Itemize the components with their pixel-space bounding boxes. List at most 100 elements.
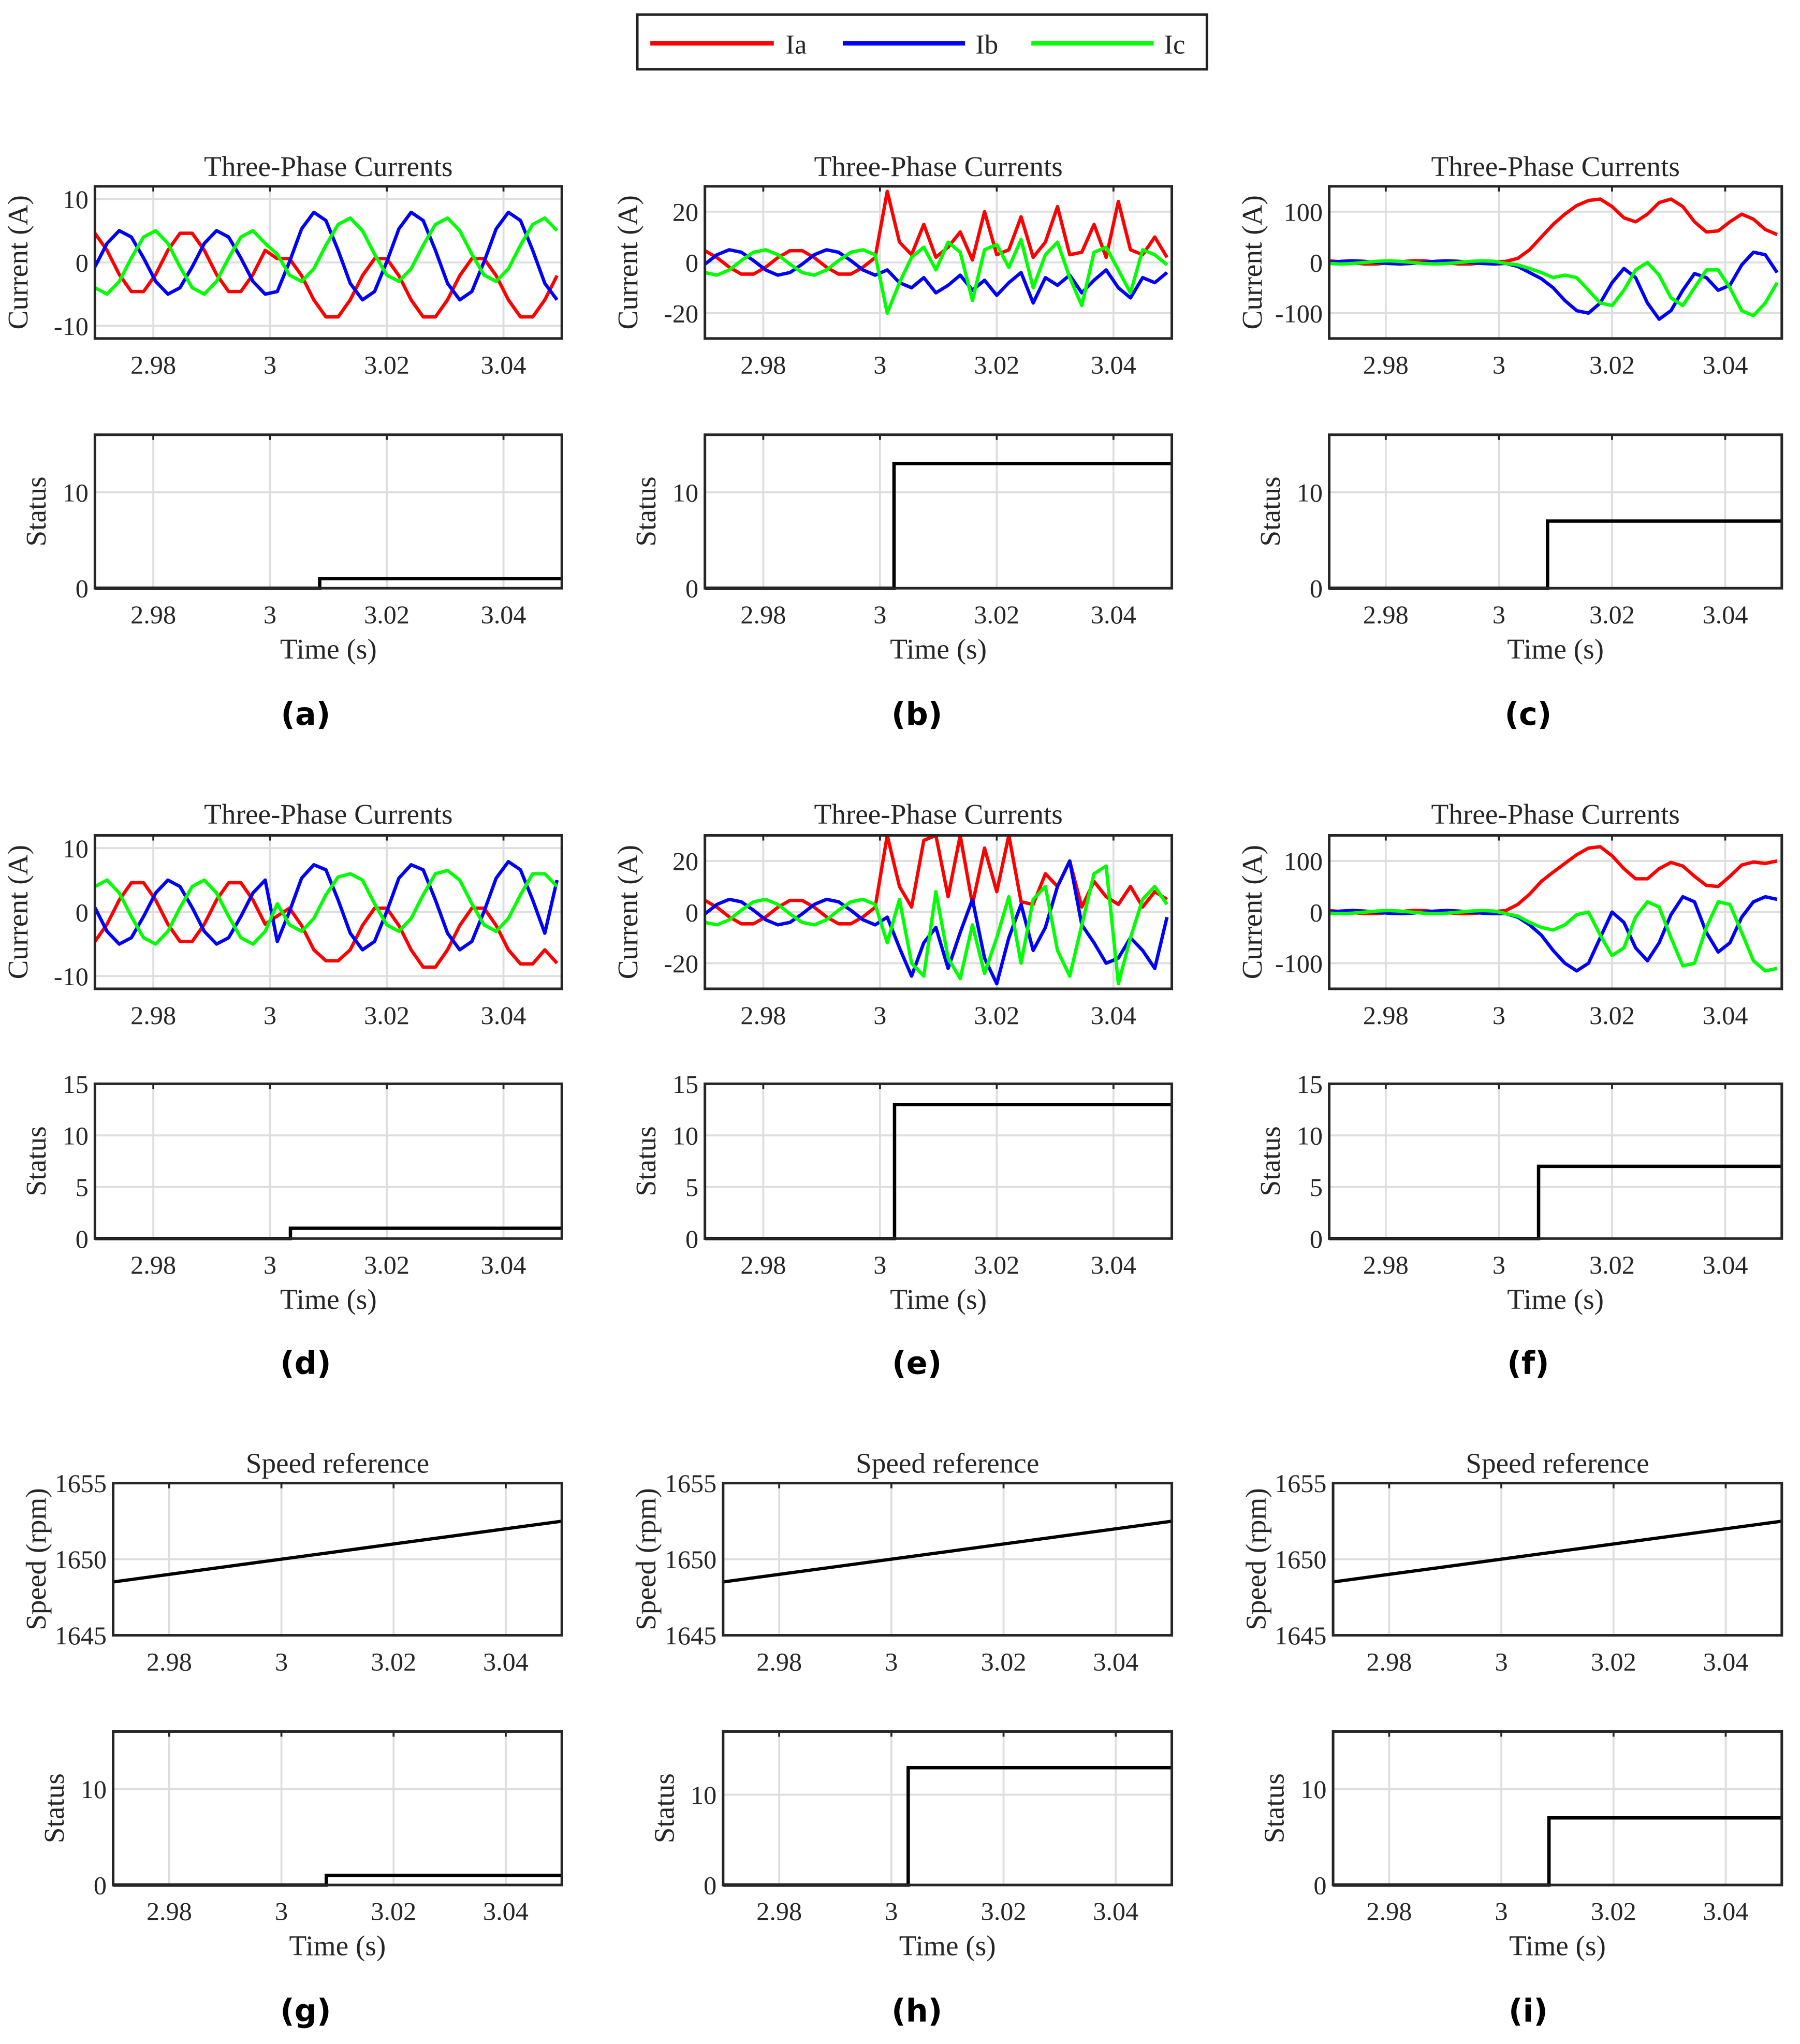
panel-f-top-y-axis-label: Current (A) xyxy=(1236,845,1268,979)
panel-e-bottom-x-tick-label: 3.04 xyxy=(1091,1250,1136,1279)
panel-f-series-ic xyxy=(1329,900,1778,973)
panel-c-top-y-tick-label: -100 xyxy=(1275,299,1323,328)
panel-d-top-x-tick-label: 3.04 xyxy=(481,1001,526,1030)
panel-d-bottom-y-tick-label: 10 xyxy=(63,1121,89,1150)
panel-e-series-ic xyxy=(705,864,1168,986)
panel-b-bottom-axes: 2.98 3 3.02 3.04 0 10 Status xyxy=(630,433,1174,629)
panel-c-subfigure-label: (c) xyxy=(1505,696,1552,733)
panel-d-bottom-plot-area xyxy=(95,1084,562,1239)
legend-label-ib: Ib xyxy=(975,30,998,60)
panel-i-top-axes-frame xyxy=(1331,1482,1783,1637)
panel-e-series-ib xyxy=(705,859,1169,986)
panel-g-bottom-plot-area xyxy=(113,1731,562,1885)
panel-e-bottom-axes: 2.98 3 3.02 3.04 0 5 10 15 Status xyxy=(630,1070,1174,1279)
panel-f-top-y-tick-label: 0 xyxy=(1310,898,1323,927)
panel-f-series-ib xyxy=(1329,895,1778,973)
panel-a-top-y-tick-label: -10 xyxy=(54,312,89,341)
panel-i-top-y-tick-label: 1650 xyxy=(1275,1545,1326,1574)
panel-f-bottom-x-tick-label: 2.98 xyxy=(1363,1250,1409,1279)
panel-e-top-x-tick-label: 2.98 xyxy=(740,1001,786,1030)
panel-f-bottom-y-tick-label: 15 xyxy=(1297,1070,1323,1099)
panel-f-top-y-tick-label: 100 xyxy=(1284,846,1323,875)
panel-b-bottom-x-tick-label: 3.02 xyxy=(974,600,1019,629)
panel-c-top-axes-frame xyxy=(1328,185,1783,340)
panel-f-title: Three-Phase Currents xyxy=(1431,798,1680,830)
panel-h-bottom-y-tick-label: 0 xyxy=(704,1871,716,1900)
panel-e-subfigure-label: (e) xyxy=(892,1346,942,1382)
panel-b-title: Three-Phase Currents xyxy=(814,151,1062,182)
panel-a-x-axis-label: Time (s) xyxy=(280,633,377,665)
panel-e-top-x-tick-label: 3.02 xyxy=(974,1001,1019,1030)
panel-a-bottom-y-tick-label: 10 xyxy=(63,478,89,507)
panel-f-top-x-tick-label: 3 xyxy=(1492,1001,1505,1030)
panel-f-top-y-tick-label: -100 xyxy=(1275,949,1323,978)
panel-a-bottom-x-tick-label: 2.98 xyxy=(130,600,176,629)
panel-e-bottom-y-axis-label: Status xyxy=(630,1126,662,1196)
panel-a-subfigure-label: (a) xyxy=(281,696,330,733)
panel-b-top-axes: 2.98 3 3.02 3.04 -20 0 20 Current (A) xyxy=(612,185,1174,379)
panel-d-top-y-tick-label: -10 xyxy=(54,962,89,991)
panel-g-top-y-tick-label: 1655 xyxy=(55,1469,107,1498)
panel-i-top-x-tick-label: 3.04 xyxy=(1703,1647,1749,1676)
panel-e-top-axes: 2.98 3 3.02 3.04 -20 0 20 Current (A) xyxy=(612,834,1174,1030)
panel-e-bottom-y-tick-label: 15 xyxy=(672,1070,698,1099)
panel-e-top-y-axis-label: Current (A) xyxy=(612,845,643,979)
panel-a-top-x-tick-label: 3 xyxy=(264,351,276,379)
panel-c-x-axis-label: Time (s) xyxy=(1507,633,1604,665)
panel-g-top-x-tick-label: 3 xyxy=(275,1647,288,1676)
panel-c-title: Three-Phase Currents xyxy=(1431,151,1680,182)
panel-e-top-x-tick-label: 3 xyxy=(873,1001,886,1030)
panel-f-bottom-x-tick-label: 3 xyxy=(1492,1250,1505,1279)
panel-i-bottom-x-tick-label: 3.04 xyxy=(1703,1897,1749,1926)
panel-b-bottom-plot-area xyxy=(705,434,1172,589)
panel-i-bottom-y-tick-label: 0 xyxy=(1313,1871,1326,1900)
panel-a-bottom-axes-frame xyxy=(93,433,563,590)
panel-e-top-axes-frame xyxy=(704,834,1174,990)
panel-i-top-x-tick-label: 2.98 xyxy=(1366,1647,1412,1676)
panel-d-top-x-tick-label: 3.02 xyxy=(364,1001,409,1030)
panel-h-bottom-x-tick-label: 3.04 xyxy=(1093,1897,1138,1926)
panel-h-top-y-tick-label: 1645 xyxy=(665,1621,716,1650)
panel-i-bottom-axes-frame xyxy=(1331,1730,1783,1887)
panel-a-top-x-tick-label: 2.98 xyxy=(130,351,176,379)
panel-c-bottom-x-tick-label: 3 xyxy=(1492,600,1505,629)
panel-a-bottom-axes: 2.98 3 3.02 3.04 0 10 Status xyxy=(20,433,563,629)
panel-b-bottom-x-tick-label: 3.04 xyxy=(1091,600,1136,629)
panel-g-top-axes-frame xyxy=(112,1482,563,1637)
panel-h-top-x-tick-label: 3.02 xyxy=(981,1647,1027,1676)
panel-b-top-axes-frame xyxy=(704,185,1174,340)
panel-f-top-axes: 2.98 3 3.02 3.04 -100 0 100 Current (A) xyxy=(1236,834,1783,1030)
panel-g-bottom-x-tick-label: 3.04 xyxy=(483,1897,529,1926)
panel-a-top-y-tick-label: 10 xyxy=(63,185,89,214)
panel-i-bottom-x-tick-label: 2.98 xyxy=(1366,1897,1412,1926)
panel-c-bottom-x-tick-label: 2.98 xyxy=(1363,600,1409,629)
panel-d-bottom-axes: 2.98 3 3.02 3.04 0 5 10 15 Status xyxy=(20,1070,563,1279)
panel-b-top-x-tick-label: 3.02 xyxy=(974,351,1019,379)
panel-g-top-y-tick-label: 1650 xyxy=(55,1545,107,1574)
panel-h-top-y-tick-label: 1650 xyxy=(665,1545,716,1574)
panel-e-top-y-tick-label: -20 xyxy=(664,949,698,978)
panel-a-top-axes-frame xyxy=(93,185,563,340)
legend: Ia Ib Ic xyxy=(636,13,1208,71)
panel-b-bottom-axes-frame xyxy=(704,433,1174,590)
panel-d-series-ia xyxy=(95,881,559,969)
panel-h-bottom-y-tick-label: 10 xyxy=(691,1780,716,1809)
panel-f-bottom-y-tick-label: 10 xyxy=(1297,1121,1323,1150)
panel-i-series-speed xyxy=(1333,1520,1782,1584)
panel-g-bottom-y-axis-label: Status xyxy=(38,1773,70,1843)
panel-g-top-y-tick-label: 1645 xyxy=(55,1621,107,1650)
panel-h-top-axes-frame xyxy=(722,1482,1174,1637)
panel-e-title: Three-Phase Currents xyxy=(814,798,1062,830)
panel-d-series-ib xyxy=(95,859,559,952)
panel-c-bottom-plot-area xyxy=(1329,434,1782,589)
panel-b-series-ic xyxy=(705,238,1168,315)
panel-d-bottom-y-tick-label: 0 xyxy=(76,1224,89,1253)
panel-b-top-y-tick-label: 0 xyxy=(685,248,698,277)
panel-d-subfigure-label: (d) xyxy=(280,1346,331,1382)
panel-d-top-y-tick-label: 10 xyxy=(63,834,89,863)
